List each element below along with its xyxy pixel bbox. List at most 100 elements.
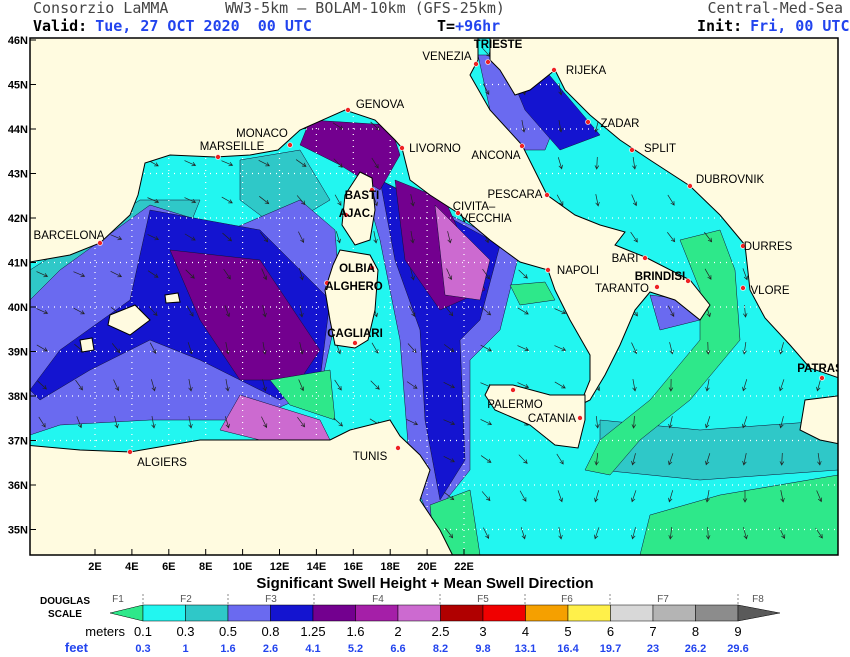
meters-label: meters [85,624,125,639]
arrow [518,454,528,464]
valid-label: Valid: [33,17,87,35]
arrow [370,380,380,390]
lon-label: 10E [233,561,253,573]
arrow [630,231,638,243]
city-dot [654,284,660,290]
lon-label: 8E [199,561,212,573]
color-box [737,604,781,622]
arrow [334,194,342,206]
city-dot [343,212,349,218]
arrow [184,197,197,204]
city-label: VLORE [751,285,790,297]
arrow [481,306,492,316]
feet-value: 4.1 [305,643,320,655]
arrow [632,379,637,392]
color-box [109,604,144,622]
arrow [481,491,491,502]
lat-label: 43N [8,169,28,181]
city-label: ALGHERO [325,281,383,293]
meters-value: 0.8 [261,624,279,639]
city-label: BARCELONA [34,230,105,242]
arrow [446,268,453,281]
arrow [668,490,674,503]
arrow [332,122,344,130]
color-box [695,604,739,622]
scale-label: DOUGLAS [40,596,90,607]
color-box [610,604,654,622]
arrow [668,416,673,429]
feet-label: feet [65,640,89,655]
arrow [816,490,823,503]
arrow [225,379,230,392]
arrow [333,158,343,168]
color-box [652,604,696,622]
arrow [38,416,46,428]
arrow [410,194,415,207]
arrow [36,344,48,352]
lon-label: 20E [417,561,437,573]
city-label: DURRES [744,241,793,253]
arrow [483,527,490,540]
feet-value: 16.4 [557,643,579,655]
city-dot [510,387,516,393]
douglas-label: F6 [561,594,573,605]
arrow [519,490,527,502]
arrow [595,416,600,429]
arrow [110,234,123,241]
arrow [443,455,455,463]
city-dot [215,154,221,160]
arrow [111,343,121,354]
arrow [669,342,674,355]
feet-value: 1 [182,643,188,655]
arrow [36,271,49,278]
arrow [370,121,380,131]
meters-value: 7 [649,624,656,639]
arrow [223,268,231,280]
arrow [73,271,86,278]
lat-label: 40N [8,302,28,314]
arrow [705,526,711,540]
arrow [631,453,636,466]
arrow [667,305,675,317]
meters-value: 1.25 [300,624,325,639]
init-line: Init: Fri, 00 UTC [697,17,850,35]
menorca [164,292,181,304]
peloponnese [799,395,838,445]
city-label: OLBIA [339,263,375,275]
lon-label: 6E [162,561,175,573]
field [639,474,838,555]
arrow [258,159,270,167]
lat-label: 44N [8,124,28,136]
douglas-label: F3 [265,594,277,605]
color-box [482,604,526,622]
arrow [261,416,268,429]
arrow [517,307,529,315]
init: Fri, 00 UTC [750,17,849,35]
lat-label: 39N [8,347,28,359]
arrow [224,305,231,318]
city-dot [642,255,648,261]
arrow [296,195,306,206]
lat-label: 41N [8,258,28,270]
arrow [373,231,378,244]
arrow [705,453,711,466]
feet-value: 13.1 [515,643,536,655]
arrow [114,416,119,429]
arrow [36,308,49,315]
arrow [557,157,563,170]
arrow [816,379,821,392]
arrow [517,345,530,352]
arrow [742,453,747,466]
feet-value: 1.6 [220,643,235,655]
arrow [482,83,490,95]
arrow [742,268,749,281]
arrow [335,231,341,244]
axes: 46N 45N 44N 43N 42N 41N 40N 39N 38N 37N 36N 35N 2E 4E… [8,35,474,573]
arrow [222,232,233,242]
corsica [341,171,376,246]
arrow [406,419,419,426]
arrow [149,342,157,354]
city-label: TUNIS [353,451,388,463]
douglas-label: F7 [657,594,669,605]
